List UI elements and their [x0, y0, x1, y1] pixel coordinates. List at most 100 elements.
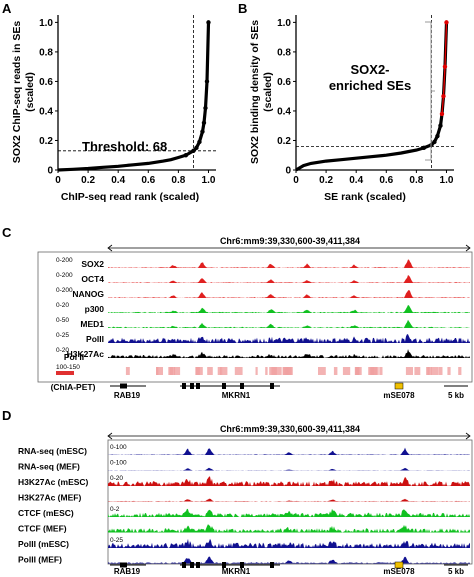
panel-c-track-nanog-range: 0-200 [56, 287, 73, 294]
panel-c-track-oct4-label: OCT4 [81, 274, 104, 284]
panel-d-track-3-label: H3K27Ac (MEF) [18, 493, 81, 503]
panel-b-data-point [421, 145, 427, 151]
panel-c-track-sox2-range: 0-200 [56, 257, 73, 264]
panel-a-xlabel: ChIP-seq read rank (scaled) [61, 191, 199, 203]
panel-c-gene-mkrn1: MKRN1 [222, 391, 251, 400]
panel-d-track-7-label: PolII (MEF) [18, 555, 62, 565]
panel-d-tracks: RNA-seq (mESC) 0-100 RNA-seq (MEF) 0-100 H3K… [18, 444, 470, 565]
panel-d-gene-mkrn1-exon [196, 562, 200, 568]
panel-c-chiapet-block [269, 367, 277, 375]
panel-c-track-oct4-signal [108, 275, 470, 283]
panel-c-chiapet-block [217, 367, 222, 375]
panel-c-frame [37, 251, 473, 383]
panel-c-gene-rab19-exon [120, 383, 127, 389]
panel-d-gene-mkrn1-exon [270, 562, 274, 568]
panel-b-data-point [435, 133, 440, 139]
panel-c-chiapet-block [427, 367, 432, 375]
panel-d-track-5-signal [108, 524, 470, 533]
panel-d-track-1-range: 0-100 [110, 460, 127, 467]
panel-d-gene-mkrn1-exon [190, 562, 194, 568]
panel-d-track-2-range: 0-20 [110, 475, 123, 482]
panel-d: D Chr6:mm9:39,330,600-39,411,384 RNA-seq… [2, 408, 473, 576]
panel-c-chiapet-block [173, 367, 181, 375]
panel-d-track-0-label: RNA-seq (mESC) [18, 446, 87, 456]
panel-d-gene-rab19: RAB19 [114, 567, 141, 576]
panel-d-gene-mse078-box [394, 561, 404, 569]
panel-d-scale: 5 kb [448, 567, 464, 576]
panel-d-track-1-signal [108, 467, 470, 471]
panel-b-bracket [425, 21, 435, 161]
panel-c-gene-mkrn1-exon [196, 383, 200, 389]
panel-a-data-point [206, 20, 211, 25]
panel-d-track-7-signal [108, 556, 470, 564]
panel-c-gene-mkrn1-exon [240, 383, 244, 389]
panel-d-track-5-label: CTCF (MEF) [18, 524, 67, 534]
panel-b-xtick-label: 0 [293, 175, 299, 186]
panel-d-gene-mkrn1-exon [182, 562, 186, 568]
panel-c-track-polii-signal [108, 334, 470, 343]
panel-d-gene-track [110, 561, 468, 569]
panel-c-chiapet-track [56, 367, 462, 375]
panel-c-chiapet-block [342, 367, 351, 375]
panel-c-gene-mkrn1-exon [182, 383, 186, 389]
panel-c-gene-mse078-box [394, 382, 404, 390]
panel-a-data-point [191, 148, 196, 154]
panel-d-track-4-signal [108, 508, 470, 517]
panel-d-track-0-signal [108, 447, 470, 455]
panel-b: B SOX2 binding density of SEs (scaled) 0… [238, 1, 454, 203]
panel-a-xtick-label: 0.8 [171, 175, 185, 186]
panel-a-ytick-label: 0.6 [39, 77, 53, 88]
panel-c-tracks: SOX20-200OCT40-200NANOG0-200p3000-20MED1… [56, 257, 470, 359]
panel-b-data-point [439, 111, 445, 117]
panel-a-data-point [183, 153, 189, 158]
panel-c-chiapet-block [156, 367, 163, 375]
panel-c-chiapet-block [255, 367, 258, 375]
panel-letter-b: B [238, 1, 247, 16]
panel-d-track-6-range: 0-25 [110, 537, 123, 544]
panel-d-span-arrows [107, 432, 471, 440]
panel-a-ytick-label: 0.8 [39, 47, 53, 58]
panel-c-chiapet-block [379, 367, 383, 375]
panel-d-track-4-range: 0-2 [110, 506, 120, 513]
panel-b-xtick-label: 1.0 [440, 175, 454, 186]
panel-a-threshold-label: Threshold: 68 [82, 139, 167, 154]
panel-b-ytick-label: 1.0 [277, 18, 291, 29]
panel-c-chiapet-block [283, 367, 290, 375]
panel-letter-a: A [2, 1, 12, 16]
panel-a-data-point [201, 120, 207, 125]
panel-c-track-p300-signal [108, 305, 470, 313]
panel-c-track-h3k27ac-range: 0-20 [56, 347, 69, 354]
panel-c-chiapet-block [274, 367, 282, 375]
panel-c-chiapet-block [414, 367, 421, 375]
panel-b-data-point [444, 20, 449, 25]
panel-b-xtick-label: 0.8 [409, 175, 423, 186]
panel-a-data-point [197, 139, 202, 145]
panel-c-track-med1-label: MED1 [80, 319, 104, 329]
panel-c-span-arrows [107, 244, 471, 252]
panel-c-track-nanog-label: NANOG [72, 289, 104, 299]
panel-c-track-h3k27ac-signal [108, 349, 470, 358]
panel-c-chiapet-block [431, 367, 438, 375]
panel-d-gene-mkrn1-exon [222, 562, 226, 568]
panel-b-annotation-line2: enriched SEs [329, 78, 411, 93]
panel-a-xtick-label: 0 [55, 175, 61, 186]
panel-b-xtick-label: 0.6 [379, 175, 393, 186]
panel-d-frame [107, 439, 473, 565]
panel-b-xlabel: SE rank (scaled) [324, 191, 406, 203]
panel-c-track-p300-range: 0-20 [56, 302, 69, 309]
panel-c-gene-mkrn1-exon [270, 383, 274, 389]
panel-d-track-6-label: PolII (mESC) [18, 539, 69, 549]
panel-b-ylabel-line2: (scaled) [262, 72, 274, 112]
panel-c-chiapet-block [156, 367, 159, 375]
panel-c-chiapet-block [265, 367, 268, 375]
panel-b-enriched-segment [441, 22, 448, 114]
panel-c-chiapet-block [405, 367, 413, 375]
panel-d-gene-rab19-exon [120, 562, 127, 568]
panel-c-track-nanog-signal [108, 289, 470, 298]
panel-c-chiapet-block [207, 367, 213, 375]
panel-c-chiapet-block [369, 367, 377, 375]
panel-c-gene-track [110, 382, 468, 390]
panel-d-gene-mkrn1-exon [240, 562, 244, 568]
